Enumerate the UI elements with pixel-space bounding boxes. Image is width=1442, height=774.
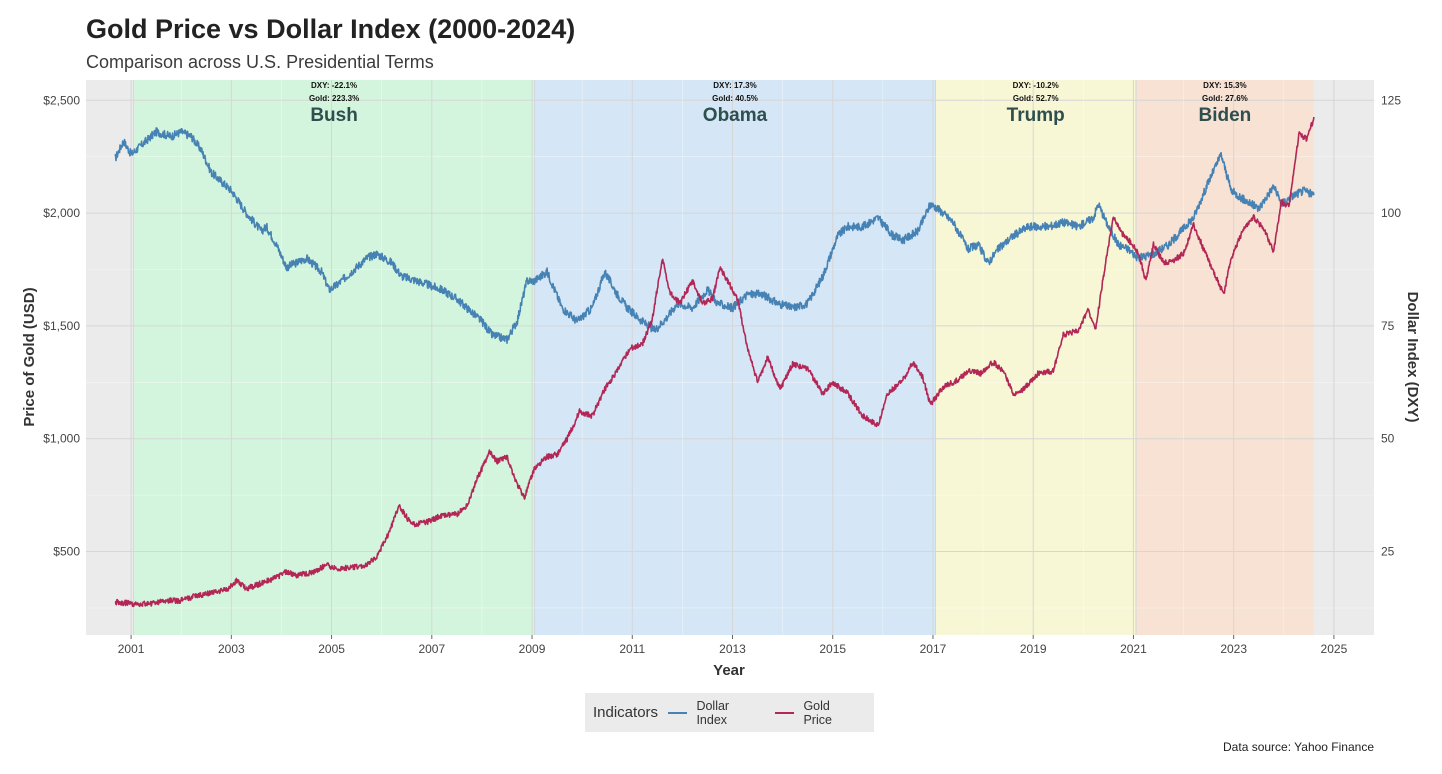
x-tick-label: 2015 — [819, 642, 846, 656]
term-name-obama: Obama — [703, 105, 768, 126]
series-line-dollar-index — [114, 127, 1315, 344]
x-tick-label: 2013 — [719, 642, 746, 656]
term-name-biden: Biden — [1199, 105, 1252, 126]
term-band-obama — [534, 80, 936, 635]
term-labels: DXY: -22.1% Gold: 223.3% Bush DXY: 17.3% Gol… — [309, 81, 1251, 126]
term-dxy-change-biden: DXY: 15.3% — [1203, 81, 1246, 90]
term-name-trump: Trump — [1007, 105, 1065, 126]
term-gold-change-biden: Gold: 27.6% — [1202, 94, 1248, 103]
y-right-tick-label: 125 — [1381, 93, 1401, 107]
term-band-bush — [133, 80, 535, 635]
x-tick-label: 2011 — [619, 642, 645, 656]
chart-title: Gold Price vs Dollar Index (2000-2024) — [86, 14, 576, 44]
y-right-tick-label: 100 — [1381, 206, 1401, 220]
x-tick-label: 2001 — [118, 642, 145, 656]
chart-subtitle: Comparison across U.S. Presidential Term… — [86, 52, 434, 72]
term-dxy-change-trump: DXY: -10.2% — [1013, 81, 1059, 90]
axes: $500 $1,000 $1,500 $2,000 $2,500 25 50 75 100 125… — [43, 93, 1401, 656]
term-band-trump — [935, 80, 1136, 635]
legend-swatch-gold-price — [775, 711, 795, 714]
x-tick-label: 2007 — [418, 642, 445, 656]
y-right-tick-label: 75 — [1381, 319, 1395, 333]
term-dxy-change-obama: DXY: 17.3% — [713, 81, 756, 90]
data-source-caption: Data source: Yahoo Finance — [1223, 740, 1374, 754]
y-left-tick-label: $500 — [53, 545, 80, 559]
y-right-tick-label: 25 — [1381, 545, 1395, 559]
y-left-tick-label: $2,000 — [43, 206, 80, 220]
y-left-tick-label: $2,500 — [43, 93, 80, 107]
x-tick-label: 2025 — [1321, 642, 1348, 656]
x-tick-label: 2005 — [318, 642, 345, 656]
legend: Indicators Dollar Index Gold Price — [585, 693, 874, 732]
legend-label-gold-price: Gold Price — [803, 698, 832, 727]
x-tick-label: 2017 — [920, 642, 947, 656]
series-line-gold-price — [114, 116, 1315, 608]
y-axis-left-title: Price of Gold (USD) — [21, 287, 38, 426]
legend-title: Indicators — [593, 704, 659, 721]
term-bands — [133, 80, 1314, 635]
x-axis-title: Year — [713, 662, 745, 679]
legend-item-gold-price: Gold Price — [775, 699, 860, 727]
series-lines — [114, 116, 1315, 608]
x-tick-label: 2021 — [1120, 642, 1147, 656]
term-dxy-change-bush: DXY: -22.1% — [311, 81, 357, 90]
y-axis-right-title: Dollar Index (DXY) — [1404, 292, 1421, 423]
term-gold-change-bush: Gold: 223.3% — [309, 94, 359, 103]
legend-label-dollar-index: Dollar Index — [696, 698, 730, 727]
legend-swatch-dollar-index — [668, 711, 688, 714]
term-gold-change-trump: Gold: 52.7% — [1013, 94, 1059, 103]
term-name-bush: Bush — [310, 105, 358, 126]
x-tick-label: 2009 — [519, 642, 546, 656]
gridlines — [86, 80, 1374, 635]
x-tick-label: 2023 — [1220, 642, 1247, 656]
legend-item-dollar-index: Dollar Index — [668, 699, 761, 727]
y-left-tick-label: $1,500 — [43, 319, 80, 333]
term-gold-change-obama: Gold: 40.5% — [712, 94, 758, 103]
x-tick-label: 2019 — [1020, 642, 1047, 656]
x-tick-label: 2003 — [218, 642, 245, 656]
y-left-tick-label: $1,000 — [43, 432, 80, 446]
y-right-tick-label: 50 — [1381, 432, 1395, 446]
